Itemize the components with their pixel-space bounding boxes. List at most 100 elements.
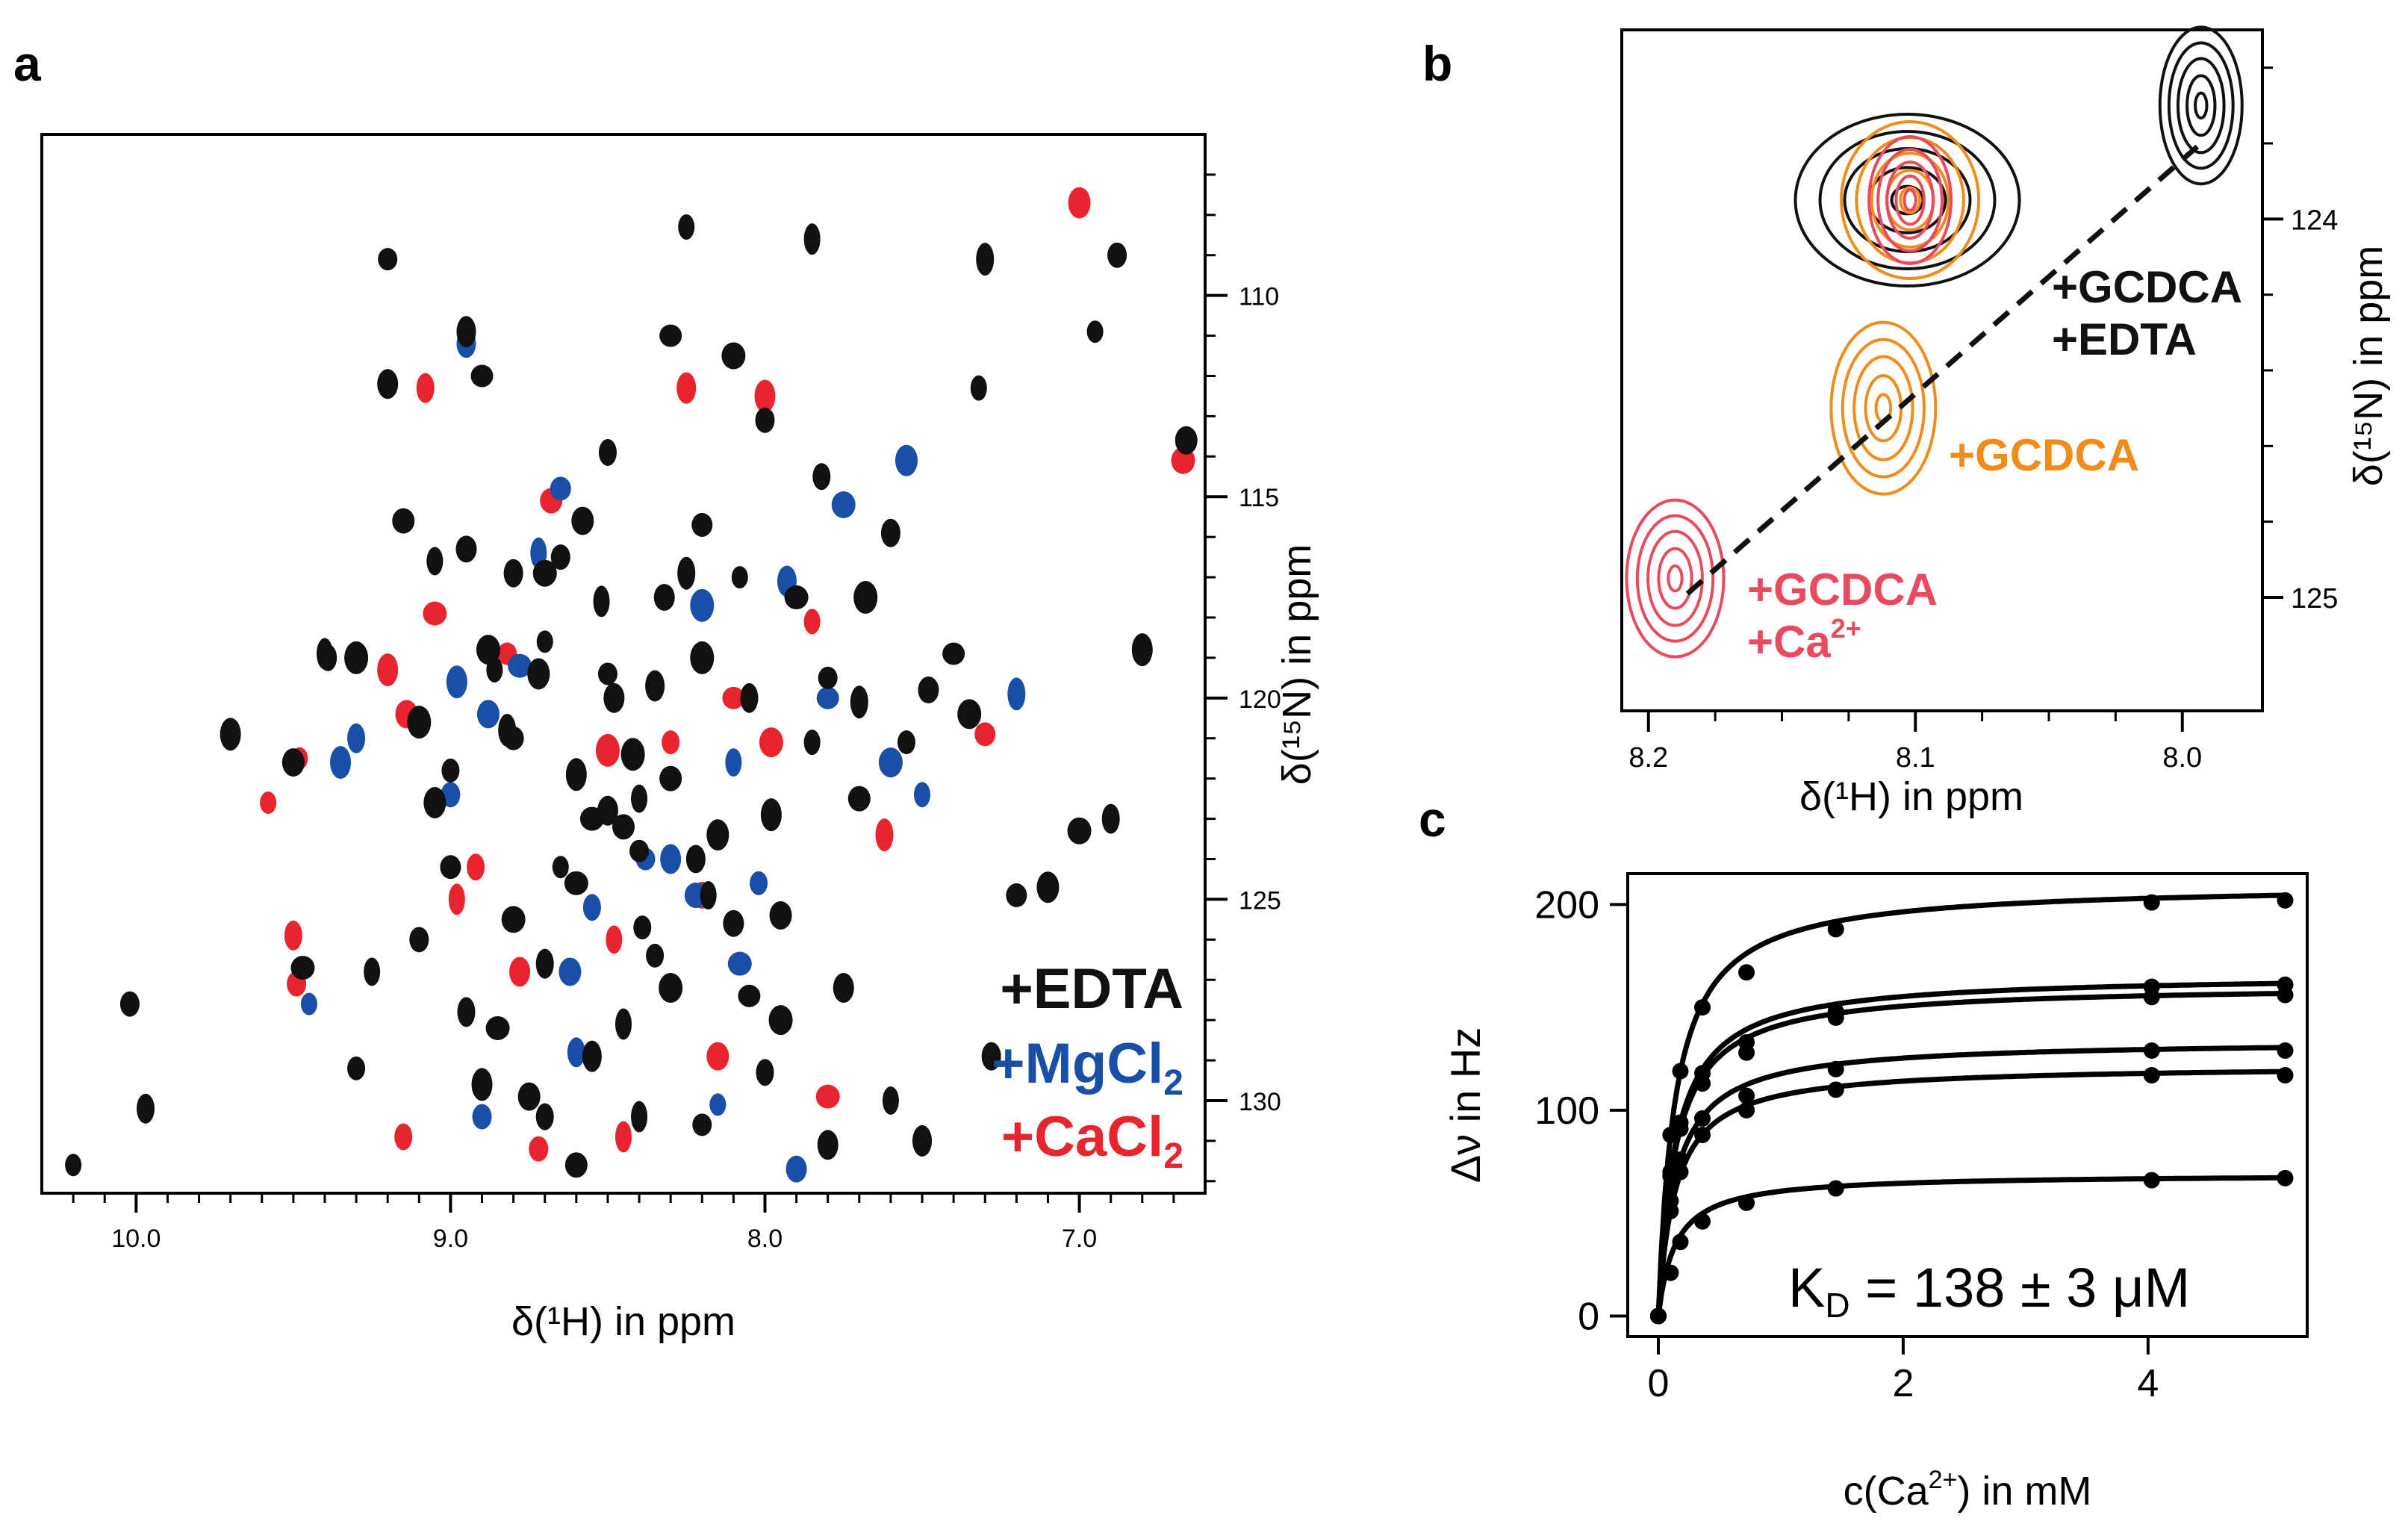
y-tick-label: 120 [1239,685,1281,714]
peak [690,641,715,674]
peak [485,1015,510,1040]
panel-c-frame [1626,872,2309,1338]
contour-ring [1840,120,1981,280]
panel-c-curves [1649,892,2294,1325]
fit-curve [1655,892,2286,1316]
peak [290,956,315,980]
data-point [2143,1172,2160,1189]
contour-ring [1841,338,1926,479]
peak [685,845,706,874]
peak [897,730,915,755]
x-tick-label: 0 [1648,1362,1670,1405]
y-tick-label: 0 [1578,1295,1599,1338]
data-point [1827,1060,1844,1077]
peak [646,943,665,968]
contour-ring [1657,547,1693,610]
peak [918,676,939,704]
data-point [1694,999,1711,1016]
peak [740,682,759,713]
contour-ring [1870,152,1950,249]
data-point [1694,1075,1711,1092]
data-point [1827,1009,1844,1026]
data-point [1738,964,1755,981]
data-point [1672,1234,1689,1251]
peak [220,718,241,751]
peak [727,951,752,976]
peak [847,786,871,812]
data-point [1672,1063,1689,1080]
peak [816,686,839,709]
peak [957,699,982,730]
peak [281,748,305,777]
y-tick-label: 100 [1534,1089,1599,1133]
peak [615,1008,632,1040]
contour-ring [1885,169,1935,231]
peak [633,915,652,940]
peak [416,373,435,403]
peak [721,342,746,370]
peak [564,871,588,895]
contour-ring [2194,91,2209,120]
contour-ring [2185,74,2217,137]
peak [970,375,987,401]
contour-ring [1894,174,1926,226]
panel-b-contours [1625,25,2244,659]
peak [880,518,900,547]
panel-b-ylabel: δ(¹⁵N) in ppm [2346,246,2391,486]
peak [423,787,447,819]
panel-a-spectrum: 10.0 9.0 8.0 7.0 110 115 120 125 130 δ(¹H) in pp… [40,133,1319,1344]
contour-ring [1885,161,1935,240]
peak [706,819,729,851]
data-point [2277,986,2294,1004]
y-tick-label: 125 [2291,583,2338,615]
peak [550,544,570,570]
y-tick-label: 125 [1239,886,1281,915]
contour-ring [1899,186,1921,214]
peak [470,364,494,388]
peak [815,1084,840,1109]
peak [392,508,415,534]
panel-c-axes: 0 2 4 0 100 200 [1534,883,2159,1405]
peak [612,814,635,840]
x-tick-label: 4 [2137,1362,2159,1405]
panel-label-c: c [1419,791,1446,847]
annot-gcdca-ca-2: +Ca2+ [1747,613,1861,667]
data-point [2143,894,2160,911]
kd-label: KD = 138 ± 3 μM [1788,1257,2190,1325]
peak [344,641,369,674]
panel-a-peaks [65,187,1198,1183]
peak [347,723,366,753]
peak [853,581,878,615]
panel-b-xlabel: δ(¹H) in ppm [1799,774,2023,819]
legend-cacl2: +CaCl2 [1001,1105,1183,1176]
peak [1006,883,1027,908]
x-tick-label: 7.0 [1062,1225,1097,1253]
peak [653,584,675,612]
x-tick-label: 8.1 [1896,742,1935,774]
peak [377,653,399,687]
y-tick-label: 124 [2291,205,2338,236]
contour-ring [1876,148,1944,252]
peak [631,784,648,813]
x-tick-label: 2 [1892,1362,1914,1405]
peak [659,765,682,791]
peak [706,1042,729,1071]
peak [754,379,776,413]
contour-ring [2167,41,2235,170]
peak [260,791,277,815]
peak [785,1155,807,1183]
x-tick-label: 9.0 [433,1225,468,1253]
peak [136,1093,155,1124]
peak [677,556,696,590]
peak [471,1068,493,1101]
peak [690,588,715,622]
y-tick-label: 200 [1534,883,1599,927]
y-tick-label: 115 [1239,484,1279,512]
peak [567,1037,585,1068]
peak [659,973,683,1004]
peak [319,644,337,671]
peak [709,1093,727,1116]
peak [1101,803,1120,834]
data-point [1738,1101,1755,1119]
